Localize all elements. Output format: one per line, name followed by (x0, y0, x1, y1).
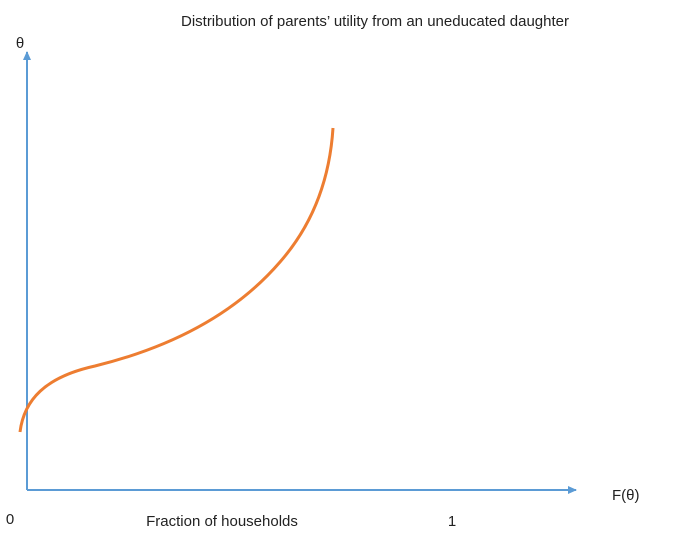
y-axis-label: θ (16, 35, 24, 52)
x-description: Fraction of households (146, 513, 298, 530)
utility-curve (18, 127, 335, 433)
title: Distribution of parents’ utility from an… (181, 13, 569, 30)
x-origin-label: 0 (6, 511, 14, 528)
x-axis-label: F(θ) (612, 487, 640, 504)
x-end-label: 1 (448, 513, 456, 530)
